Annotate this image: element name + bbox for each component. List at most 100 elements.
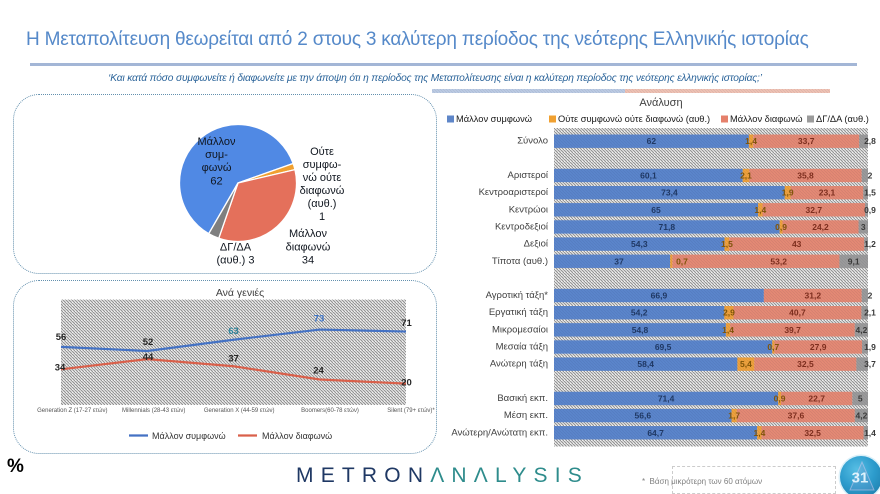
svg-text:43: 43: [792, 239, 802, 249]
svg-text:39,7: 39,7: [784, 325, 801, 335]
svg-text:32,5: 32,5: [804, 428, 821, 438]
svg-text:44: 44: [143, 352, 154, 363]
svg-text:52: 52: [143, 337, 154, 348]
svg-text:23,1: 23,1: [819, 188, 836, 198]
svg-text:5,4: 5,4: [740, 359, 752, 369]
svg-text:4,2: 4,2: [855, 325, 867, 335]
svg-text:Ανά γενιές: Ανά γενιές: [216, 287, 264, 299]
svg-text:1,4: 1,4: [745, 136, 757, 146]
svg-text:2,8: 2,8: [864, 136, 876, 146]
svg-text:Generation X (44-59 ετών): Generation X (44-59 ετών): [204, 408, 275, 414]
svg-text:24: 24: [313, 366, 324, 377]
svg-text:71,4: 71,4: [658, 393, 675, 403]
svg-text:4,2: 4,2: [855, 411, 867, 421]
svg-text:Generation Z (17-27 ετών): Generation Z (17-27 ετών): [37, 408, 107, 414]
svg-text:Ανάλυση: Ανάλυση: [639, 97, 682, 109]
svg-text:Ούτε συμφωνώ ούτε διαφωνώ (αυθ: Ούτε συμφωνώ ούτε διαφωνώ (αυθ.): [558, 114, 710, 124]
svg-text:54,2: 54,2: [631, 308, 648, 318]
svg-text:1,5: 1,5: [721, 239, 733, 249]
svg-text:Τίποτα (αυθ.): Τίποτα (αυθ.): [492, 256, 548, 267]
svg-text:27,9: 27,9: [810, 342, 827, 352]
svg-text:37,6: 37,6: [788, 411, 805, 421]
svg-text:24,2: 24,2: [812, 222, 829, 232]
svg-text:35,8: 35,8: [797, 171, 814, 181]
svg-text:διαφωνώ: διαφωνώ: [300, 185, 345, 197]
svg-text:69,5: 69,5: [655, 342, 672, 352]
svg-text:Κεντρώοι: Κεντρώοι: [509, 204, 548, 215]
svg-text:2,1: 2,1: [740, 171, 752, 181]
svg-text:20: 20: [401, 378, 412, 389]
svg-text:56,6: 56,6: [635, 411, 652, 421]
svg-text:31,2: 31,2: [805, 291, 822, 301]
svg-text:1,4: 1,4: [722, 325, 734, 335]
svg-text:Κεντροδεξιοί: Κεντροδεξιοί: [495, 221, 549, 232]
svg-text:1,4: 1,4: [753, 428, 765, 438]
svg-text:(αυθ.) 3: (αυθ.) 3: [216, 255, 254, 267]
svg-text:Μάλλον διαφωνώ: Μάλλον διαφωνώ: [262, 431, 332, 441]
svg-text:Μάλλον συμφωνώ: Μάλλον συμφωνώ: [456, 114, 532, 124]
svg-text:2: 2: [868, 291, 873, 301]
svg-text:33,7: 33,7: [798, 136, 815, 146]
svg-text:2,1: 2,1: [864, 308, 876, 318]
svg-text:5: 5: [858, 393, 863, 403]
svg-text:Μεσαία τάξη: Μεσαία τάξη: [496, 342, 548, 353]
svg-text:2,9: 2,9: [723, 308, 735, 318]
svg-text:34: 34: [55, 363, 66, 374]
svg-text:32,7: 32,7: [806, 205, 823, 215]
svg-text:Millennials (28-43 ετών): Millennials (28-43 ετών): [122, 408, 185, 414]
svg-text:1,4: 1,4: [864, 428, 876, 438]
svg-text:53,2: 53,2: [770, 256, 787, 266]
svg-text:40,7: 40,7: [789, 308, 806, 318]
svg-text:συμφω-: συμφω-: [303, 159, 342, 171]
svg-text:73,4: 73,4: [661, 188, 678, 198]
svg-text:συμ-: συμ-: [205, 149, 228, 161]
svg-text:9,1: 9,1: [848, 256, 860, 266]
svg-text:54,3: 54,3: [631, 239, 648, 249]
svg-text:Δεξιοί: Δεξιοί: [524, 239, 549, 250]
svg-text:34: 34: [302, 255, 314, 267]
svg-text:Σύνολο: Σύνολο: [517, 136, 548, 147]
svg-text:1,7: 1,7: [728, 411, 740, 421]
svg-text:Μικρομεσαίοι: Μικρομεσαίοι: [492, 324, 548, 335]
svg-text:0,9: 0,9: [774, 393, 786, 403]
svg-text:22,7: 22,7: [808, 393, 825, 403]
svg-text:37: 37: [228, 354, 239, 365]
svg-text:φωνώ: φωνώ: [202, 162, 232, 174]
svg-text:ΔΓ/ΔΑ: ΔΓ/ΔΑ: [220, 242, 252, 254]
svg-text:Μέση εκπ.: Μέση εκπ.: [504, 410, 548, 421]
svg-text:Ανώτερη/Ανώτατη εκπ.: Ανώτερη/Ανώτατη εκπ.: [451, 427, 548, 438]
svg-text:(αυθ.): (αυθ.): [308, 198, 337, 210]
svg-text:58,4: 58,4: [637, 359, 654, 369]
svg-text:Μάλλον: Μάλλον: [198, 136, 236, 148]
svg-text:0,9: 0,9: [775, 222, 787, 232]
svg-text:Μάλλον διαφωνώ: Μάλλον διαφωνώ: [730, 114, 803, 124]
svg-text:56: 56: [56, 332, 67, 343]
svg-text:Εργατική τάξη: Εργατική τάξη: [489, 307, 548, 318]
svg-text:1,2: 1,2: [864, 239, 876, 249]
svg-text:1: 1: [319, 211, 325, 223]
svg-text:1,4: 1,4: [754, 205, 766, 215]
svg-text:διαφωνώ: διαφωνώ: [286, 242, 331, 254]
svg-text:0,9: 0,9: [864, 205, 876, 215]
svg-text:Boomers(60-78 ετών): Boomers(60-78 ετών): [301, 408, 359, 414]
svg-text:2: 2: [868, 171, 873, 181]
svg-text:Μάλλον: Μάλλον: [289, 228, 327, 240]
svg-text:0,7: 0,7: [767, 342, 779, 352]
svg-text:32,5: 32,5: [797, 359, 814, 369]
svg-text:62: 62: [210, 176, 222, 188]
svg-text:71,8: 71,8: [659, 222, 676, 232]
svg-text:64,7: 64,7: [647, 428, 664, 438]
svg-text:65: 65: [651, 205, 661, 215]
svg-text:3,7: 3,7: [864, 359, 876, 369]
svg-text:31: 31: [852, 470, 869, 487]
svg-text:66,9: 66,9: [651, 291, 668, 301]
svg-text:Silent (79+ ετών)*: Silent (79+ ετών)*: [387, 408, 435, 414]
svg-text:3: 3: [861, 222, 866, 232]
svg-text:63: 63: [228, 326, 239, 337]
svg-text:60,1: 60,1: [640, 171, 657, 181]
svg-text:Μάλλον συμφωνώ: Μάλλον συμφωνώ: [152, 431, 226, 441]
svg-text:Αγροτική τάξη*: Αγροτική τάξη*: [486, 290, 549, 301]
svg-text:Ανώτερη τάξη: Ανώτερη τάξη: [490, 359, 548, 370]
svg-text:0,7: 0,7: [676, 256, 688, 266]
svg-text:37: 37: [614, 256, 624, 266]
